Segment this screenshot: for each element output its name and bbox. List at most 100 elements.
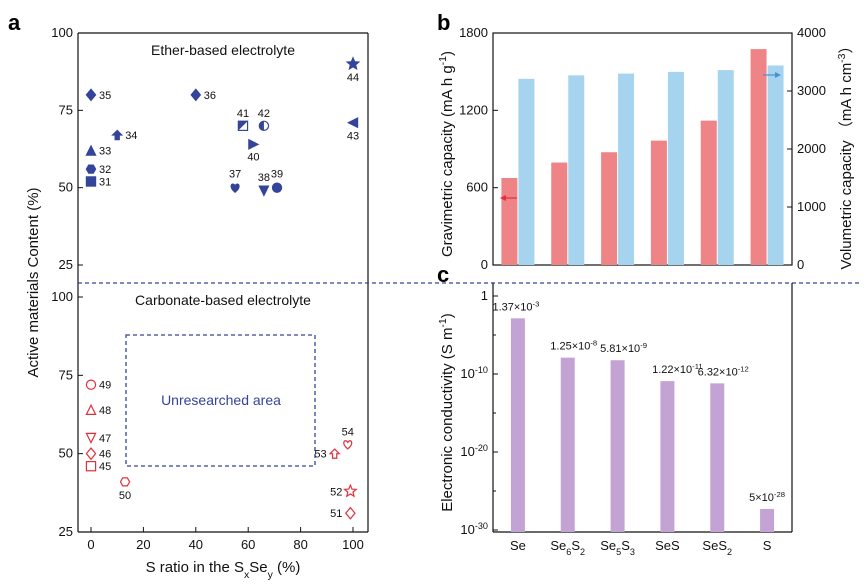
y-right-tick-label: 1000 — [797, 199, 826, 214]
point-label-38: 38 — [258, 172, 270, 184]
group-title: Ether-based electrolyte — [151, 42, 295, 58]
value-label-SeS-part: 1.22×10 — [652, 364, 692, 376]
bar-conductivity-Se — [510, 318, 525, 532]
point-label-36: 36 — [204, 90, 216, 102]
y-left-axis-label-part: Gravimetric capacity (mA h g — [439, 65, 456, 257]
x-axis-label-part: S ratio in the S — [146, 559, 244, 576]
data-point-31 — [85, 176, 97, 187]
point-label-32: 32 — [99, 164, 111, 176]
y-tick-label: 50 — [59, 446, 73, 461]
data-point-45 — [85, 461, 97, 472]
x-tick-label-S-part: S — [763, 538, 772, 553]
value-label-Se5S3-part: -9 — [640, 341, 647, 350]
bar-gravimetric-S — [750, 49, 767, 265]
x-tick-label-Se5S3: Se5S3 — [600, 538, 635, 557]
y-right-axis-label-part: Volumetric capacity （mA h cm — [838, 63, 855, 270]
y-tick-label-part: -20 — [475, 443, 488, 453]
value-label-Se6S2-part: 1.25×10 — [550, 341, 590, 353]
y-right-tick-label: 0 — [797, 257, 804, 272]
unresearched-area-label: Unresearched area — [161, 392, 281, 408]
panel-label-b: b — [437, 10, 450, 35]
y-right-tick-label: 4000 — [797, 25, 826, 40]
panel-b-chart: 0 600 1200 1800 0 1000 2000 3000 4000 Gravimetric… — [437, 25, 855, 272]
y-left-tick-label: 1800 — [459, 25, 488, 40]
y-tick-label-part: -10 — [475, 365, 488, 375]
bar-conductivity-SeS — [660, 381, 675, 532]
data-point-54 — [343, 440, 353, 450]
bar-volumetric-Se — [518, 78, 535, 265]
y-axis-label-part: -1 — [437, 318, 449, 327]
data-point-53 — [328, 448, 341, 459]
bar-gravimetric-SeS2 — [700, 120, 717, 266]
value-label-SeS2: 6.32×10-12 — [698, 364, 749, 379]
bar-conductivity-S — [760, 508, 775, 532]
y-right-axis-label-part: -3 — [836, 53, 848, 62]
y-left-tick-label: 1200 — [459, 102, 488, 117]
data-point-46 — [85, 447, 97, 461]
x-tick-label-Se6S2-part: 2 — [580, 547, 585, 557]
point-label-35: 35 — [99, 90, 111, 102]
panel-label-a: a — [8, 10, 21, 35]
y-tick-label-part: 10 — [460, 522, 474, 537]
value-label-SeS2-part: 6.32×10 — [698, 366, 738, 378]
x-tick-label-Se6S2-part: 6 — [566, 547, 571, 557]
x-tick-label: 100 — [342, 537, 364, 552]
left-axis-arrow-head — [500, 195, 506, 201]
data-point-44 — [345, 56, 361, 71]
x-tick-label-Se-part: Se — [510, 538, 526, 553]
bar-volumetric-SeS2 — [717, 70, 734, 266]
point-label-51: 51 — [330, 508, 342, 520]
y-left-axis-label: Gravimetric capacity (mA h g-1) — [437, 51, 456, 257]
bar-conductivity-Se5S3 — [610, 360, 625, 532]
x-axis-label-part: x — [244, 569, 250, 581]
x-tick-label-Se5S3-part: 5 — [616, 547, 621, 557]
x-tick-label: 40 — [189, 537, 203, 552]
value-label-Se6S2: 1.25×10-8 — [550, 338, 597, 353]
data-point-48 — [85, 403, 97, 415]
point-label-31: 31 — [99, 176, 111, 188]
bar-conductivity-SeS2 — [710, 383, 725, 532]
y-tick-label: 25 — [59, 257, 73, 272]
x-tick-label-S: S — [763, 538, 772, 553]
y-left-axis-label-part: -1 — [437, 56, 449, 65]
bar-gravimetric-Se — [501, 178, 518, 265]
panel-label-c: c — [437, 262, 449, 287]
y-tick-label: 75 — [59, 367, 73, 382]
bar-volumetric-Se5S3 — [618, 73, 635, 265]
point-label-44: 44 — [347, 72, 359, 84]
data-point-38 — [258, 185, 270, 197]
data-point-41-fill — [238, 121, 248, 131]
y-right-axis-label: Volumetric capacity （mA h cm-3） — [836, 38, 855, 269]
point-label-47: 47 — [99, 433, 111, 445]
point-label-41: 41 — [237, 108, 249, 120]
value-label-S: 5×10-28 — [749, 489, 785, 504]
y-tick-label: 25 — [59, 524, 73, 539]
y-tick-label: 100 — [51, 25, 73, 40]
point-label-49: 49 — [99, 380, 111, 392]
point-label-37: 37 — [229, 169, 241, 181]
y-left-axis-label-part: ) — [439, 51, 456, 56]
y-right-axis-label-part: ） — [838, 38, 855, 53]
bar-gravimetric-Se5S3 — [601, 152, 618, 265]
value-label-SeS-part: -11 — [692, 362, 703, 371]
x-tick-label-SeS2-part: SeS — [702, 538, 727, 553]
data-point-43 — [347, 117, 359, 129]
frame — [492, 32, 793, 266]
bar-volumetric-S — [767, 65, 784, 265]
x-tick-label-SeS-part: SeS — [655, 538, 680, 553]
point-label-34: 34 — [125, 130, 137, 142]
point-label-40: 40 — [247, 151, 259, 163]
x-tick-label-Se6S2-part: S — [571, 538, 580, 553]
bar-conductivity-Se6S2 — [560, 357, 575, 532]
bar-volumetric-Se6S2 — [568, 75, 585, 265]
x-axis-label: S ratio in the SxSey (%) — [146, 559, 301, 581]
value-label-S-part: 5×10 — [749, 492, 774, 504]
point-label-52: 52 — [330, 486, 342, 498]
x-tick-label: 60 — [241, 537, 255, 552]
y-right-tick-label: 3000 — [797, 83, 826, 98]
value-label-SeS: 1.22×10-11 — [652, 362, 703, 377]
group-title: Carbonate-based electrolyte — [135, 292, 311, 308]
x-axis-label-part: y — [268, 569, 274, 581]
data-point-52 — [343, 483, 358, 498]
